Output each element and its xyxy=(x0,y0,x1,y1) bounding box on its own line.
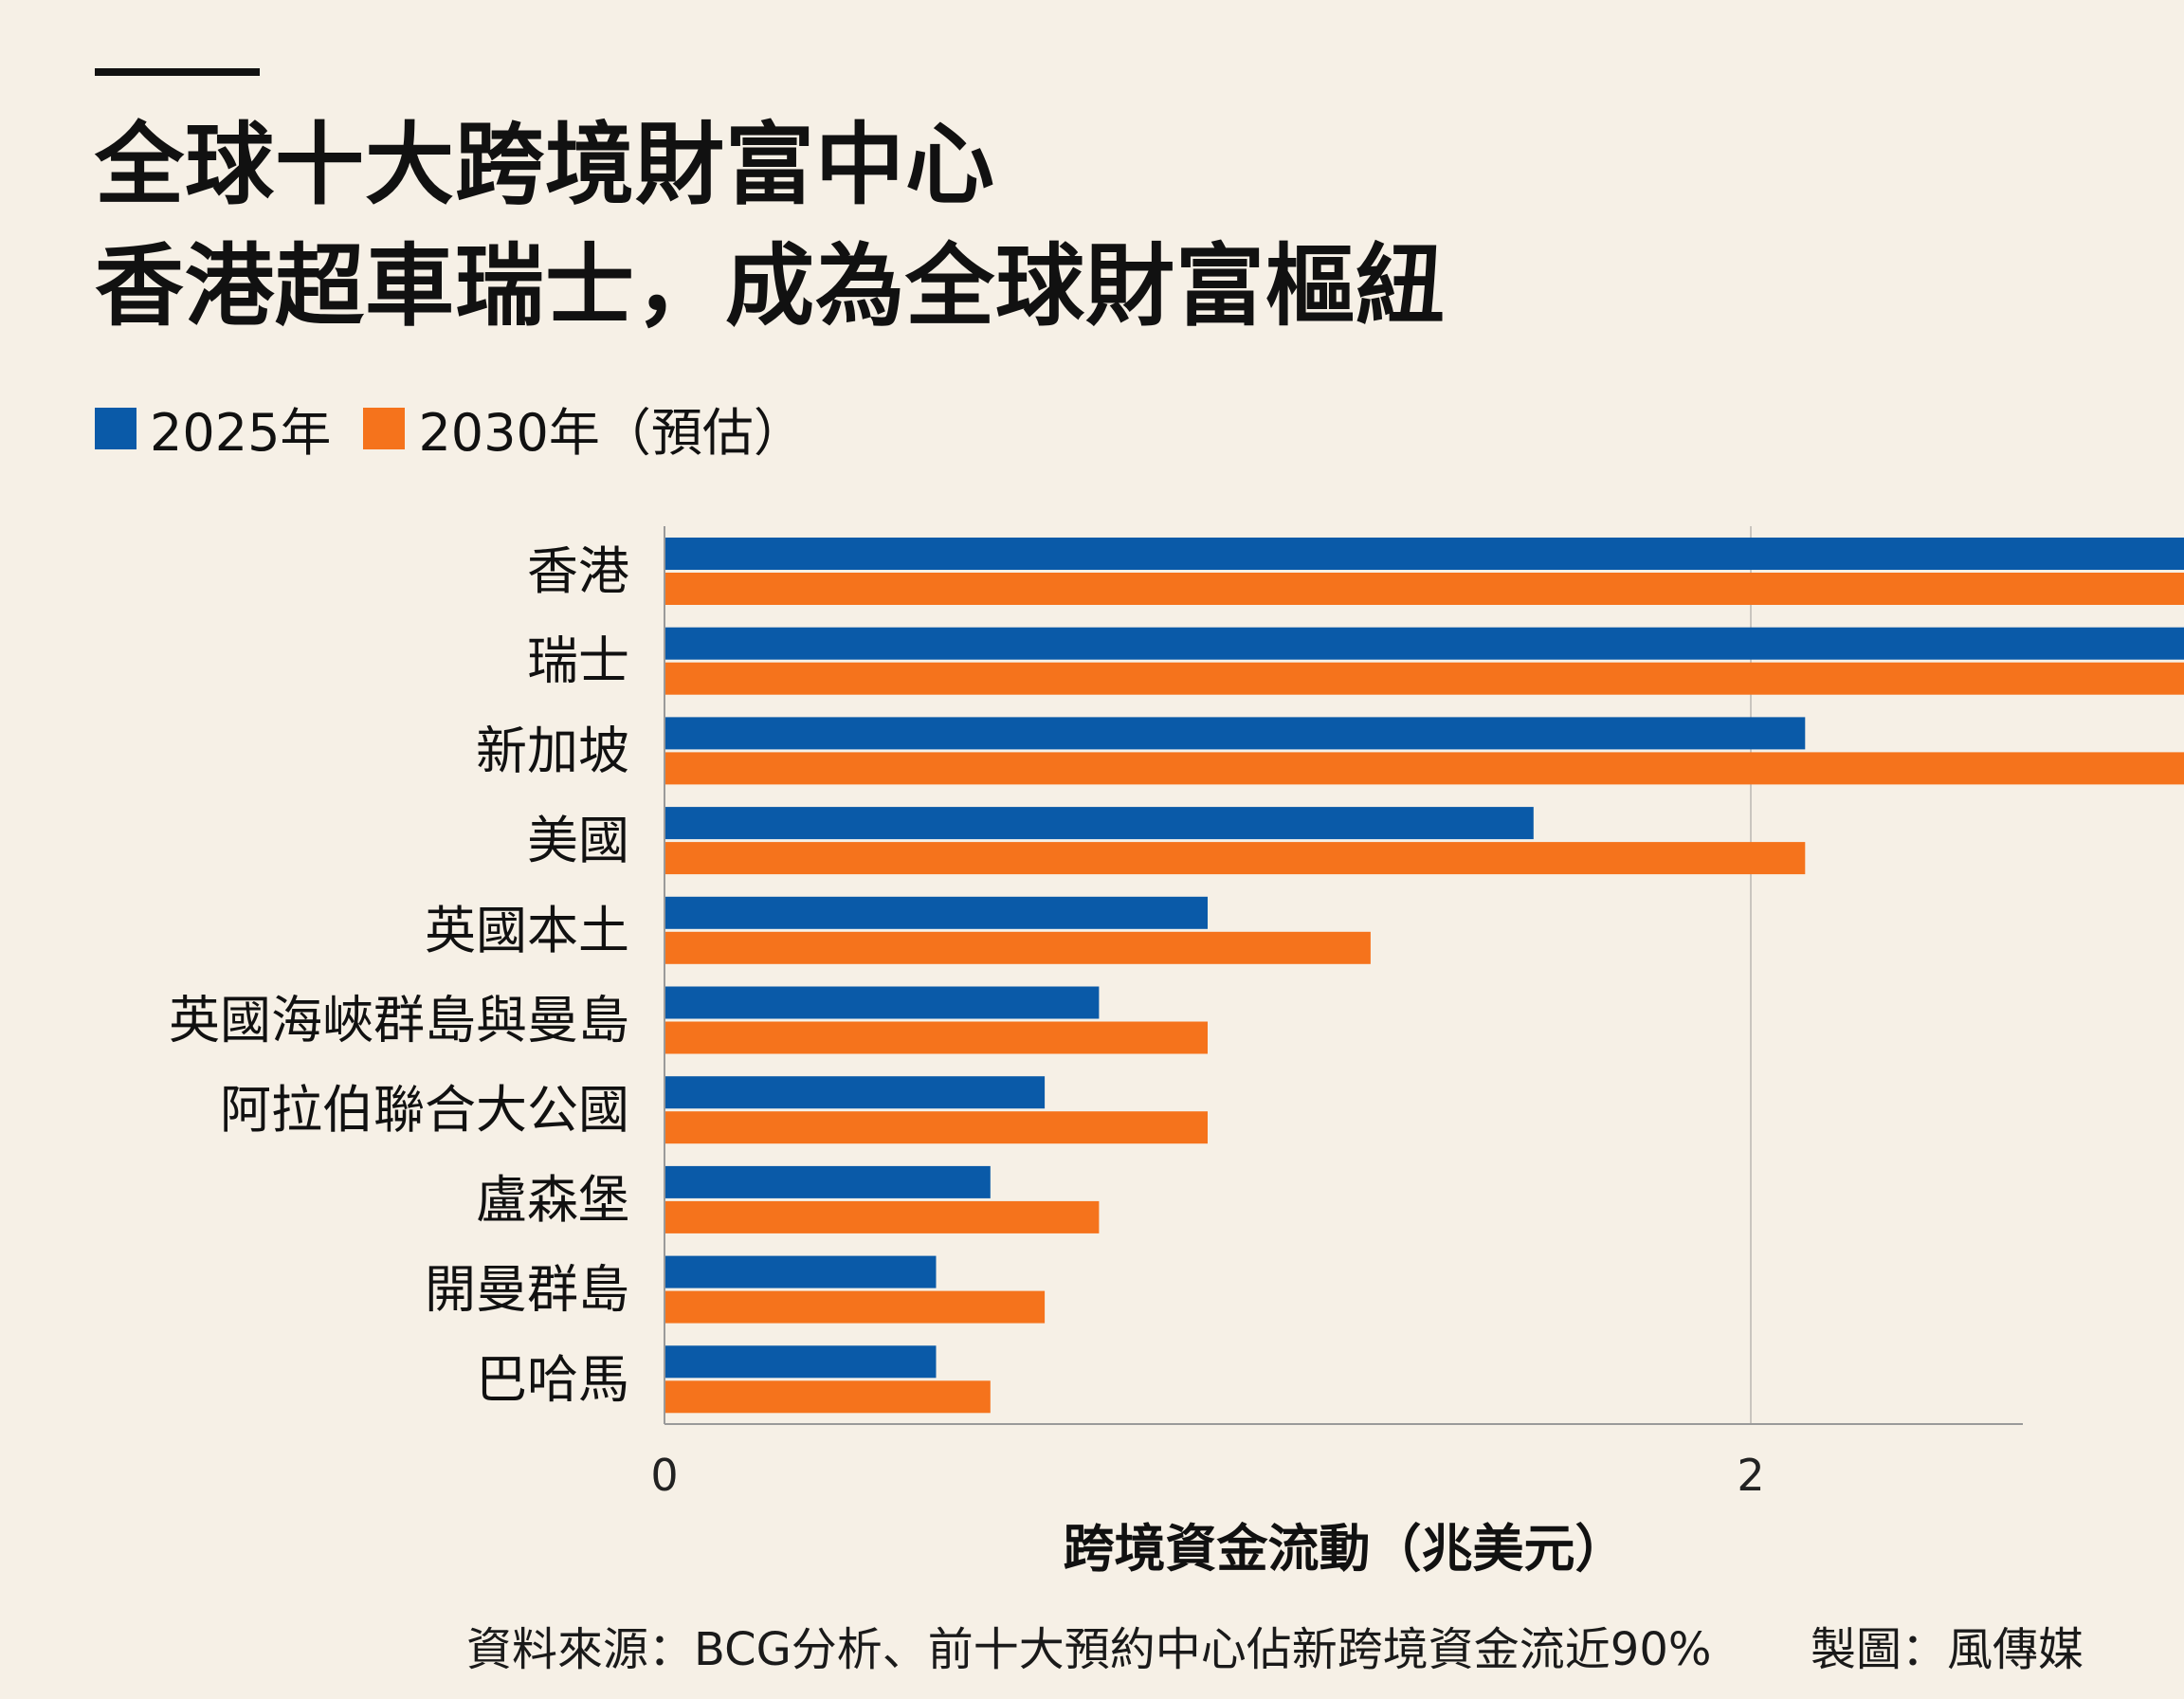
bar-2025-3 xyxy=(664,807,1534,840)
bar-2030-7 xyxy=(664,1200,1100,1233)
bar-2025-0 xyxy=(664,538,2184,570)
category-label-3: 美國 xyxy=(527,811,629,870)
category-label-9: 巴哈馬 xyxy=(476,1349,629,1409)
bar-2025-7 xyxy=(664,1165,991,1198)
category-label-2: 新加坡 xyxy=(476,721,629,780)
legend-item-2030: 2030年（預估） xyxy=(363,391,805,466)
category-label-4: 英國本土 xyxy=(425,901,629,960)
bar-2030-8 xyxy=(664,1290,1046,1324)
legend: 2025年 2030年（預估） xyxy=(95,391,837,466)
bar-2030-9 xyxy=(664,1380,991,1414)
bar-2030-5 xyxy=(664,1021,1208,1054)
chart-title-line-2: 香港超車瑞士，成為全球財富樞紐 xyxy=(95,235,1447,338)
bar-2025-9 xyxy=(664,1345,937,1379)
bar-2025-2 xyxy=(664,717,1806,750)
bar-2025-8 xyxy=(664,1255,937,1288)
x-tick-label-0: 0 xyxy=(650,1450,678,1501)
bar-2025-1 xyxy=(664,627,2184,660)
bar-2025-5 xyxy=(664,986,1100,1019)
bar-2030-4 xyxy=(664,931,1371,964)
bar-2030-3 xyxy=(664,842,1806,875)
credit-note: 製圖：風傳媒 xyxy=(1811,1623,2084,1676)
bar-2025-6 xyxy=(664,1076,1046,1109)
x-tick-label-1: 2 xyxy=(1737,1450,1764,1501)
bar-2025-4 xyxy=(664,896,1208,929)
title-rule xyxy=(95,68,260,76)
category-label-7: 盧森堡 xyxy=(476,1170,629,1230)
bar-2030-1 xyxy=(664,662,2184,695)
legend-label-2025: 2025年 xyxy=(150,403,332,463)
category-label-5: 英國海峽群島與曼島 xyxy=(169,991,629,1050)
x-axis-label: 跨境資金流動（兆美元） xyxy=(1064,1519,1627,1579)
legend-swatch-2025 xyxy=(95,407,136,449)
category-label-6: 阿拉伯聯合大公國 xyxy=(220,1080,629,1140)
legend-item-2025: 2025年 xyxy=(95,391,331,466)
legend-label-2030: 2030年（預估） xyxy=(418,403,805,463)
legend-swatch-2030 xyxy=(363,407,406,449)
category-label-8: 開曼群島 xyxy=(425,1260,629,1320)
bar-2030-0 xyxy=(664,573,2184,605)
category-label-0: 香港 xyxy=(527,541,629,601)
source-note: 資料來源：BCG分析、前十大預約中心佔新跨境資金流近90% xyxy=(466,1623,1712,1676)
bar-2030-2 xyxy=(664,752,2184,785)
bar-2030-6 xyxy=(664,1111,1208,1144)
category-label-1: 瑞士 xyxy=(527,631,629,691)
chart-title-line-1: 全球十大跨境財富中心 xyxy=(95,114,996,217)
